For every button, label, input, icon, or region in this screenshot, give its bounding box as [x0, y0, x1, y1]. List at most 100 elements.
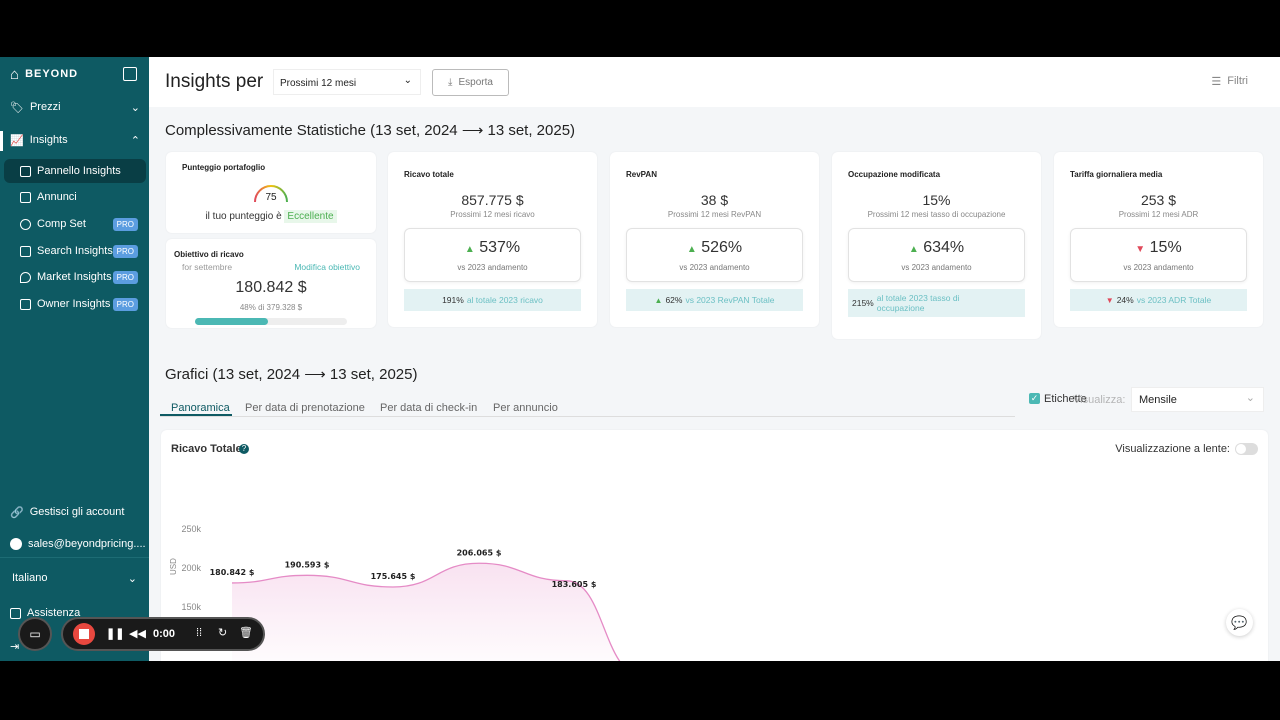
- pro-badge: PRO: [112, 297, 138, 311]
- sidebar-item-pannello-insights[interactable]: Pannello Insights: [4, 159, 146, 183]
- logout-icon: ⇥: [10, 640, 20, 653]
- header: Insights per Prossimi 12 mesi ⌄ ⤓ Esporta …: [149, 57, 1280, 107]
- arrow-up-icon: ▲: [908, 244, 919, 255]
- data-label: 183.605 $: [552, 580, 597, 589]
- recorder-toolbar: ❚❚ ◀◀ 0:00 ⁞⁞ ↻ 🗑: [61, 617, 265, 651]
- recorder-time: 0:00: [153, 628, 176, 640]
- tab-per-annuncio[interactable]: Per annuncio: [493, 402, 558, 414]
- logout-link[interactable]: ⇥: [10, 635, 19, 657]
- chevron-down-icon: ⌄: [130, 101, 140, 114]
- download-icon: ⤓: [448, 77, 453, 88]
- charts-title: Grafici (13 set, 2024 ⟶ 13 set, 2025): [165, 366, 418, 383]
- comp-set-icon: [20, 218, 31, 230]
- revenue-goal-card: Obiettivo di ricavo for settembre Modifi…: [166, 239, 376, 328]
- edit-goal-link[interactable]: Modifica obiettivo: [294, 262, 360, 272]
- arrow-up-icon: ▲: [686, 244, 697, 255]
- data-label: 190.593 $: [285, 560, 330, 569]
- pause-icon[interactable]: ❚❚: [106, 628, 125, 640]
- stat-card: RevPAN 38 $ Prossimi 12 mesi RevPAN ▲ 52…: [610, 152, 819, 327]
- search-insights-icon: [20, 245, 31, 257]
- stat-card: Occupazione modificata 15% Prossimi 12 m…: [832, 152, 1041, 339]
- document-icon: [20, 298, 31, 310]
- help-link[interactable]: Assistenza: [10, 602, 80, 624]
- goal-progress-bar: [195, 318, 347, 325]
- restart-icon[interactable]: ↻: [218, 627, 228, 639]
- total-band: ▼ 24% vs 2023 ADR Totale: [1070, 289, 1247, 311]
- chevron-down-icon: ⌄: [1245, 392, 1255, 404]
- tabs-divider: [160, 416, 1015, 417]
- tab-per-data-check-in[interactable]: Per data di check-in: [380, 402, 478, 414]
- trend-box: ▲ 526% vs 2023 andamento: [626, 228, 803, 282]
- y-tick-label: 200k: [181, 563, 201, 573]
- total-band: 191% al totale 2023 ricavo: [404, 289, 581, 311]
- active-indicator: [0, 131, 3, 151]
- revenue-chart: 250k200k150k100kUSD180.842 $190.593 $175…: [169, 524, 621, 661]
- sidebar-item-insights[interactable]: 📈 Insights ⌃: [10, 134, 140, 147]
- arrow-down-icon: ▼: [1105, 295, 1114, 305]
- manage-accounts-link[interactable]: 🔗 Gestisci gli account: [10, 506, 125, 519]
- sidebar-item-comp-set[interactable]: Comp Set PRO: [4, 212, 146, 236]
- y-tick-label: 150k: [181, 602, 201, 612]
- divider: [0, 557, 149, 558]
- help-icon: [10, 607, 21, 619]
- recorder-camera-button[interactable]: ▭: [18, 617, 52, 651]
- tab-per-data-prenotazione[interactable]: Per data di prenotazione: [245, 402, 365, 414]
- page-title: Insights per: [165, 71, 264, 92]
- trend-box: ▼ 15% vs 2023 andamento: [1070, 228, 1247, 282]
- view-select[interactable]: Mensile ⌄: [1131, 387, 1264, 412]
- total-band: 215% al totale 2023 tasso di occupazione: [848, 289, 1025, 317]
- user-icon: [10, 538, 22, 550]
- collapse-sidebar-icon[interactable]: [123, 67, 137, 81]
- filters-button[interactable]: ☰ Filtri: [1211, 75, 1248, 88]
- labels-checkbox[interactable]: ✓: [1029, 393, 1040, 404]
- arrow-up-icon: ▲: [464, 244, 475, 255]
- sidebar-item-annunci[interactable]: Annunci: [4, 185, 146, 209]
- sidebar-item-owner-insights[interactable]: Owner Insights PRO: [4, 292, 146, 316]
- export-button[interactable]: ⤓ Esporta: [432, 69, 509, 96]
- dashboard-icon: [20, 165, 31, 177]
- sidebar-item-market-insights[interactable]: Market Insights PRO: [4, 265, 146, 289]
- total-band: ▲ 62% vs 2023 RevPAN Totale: [626, 289, 803, 311]
- sidebar-item-search-insights[interactable]: Search Insights PRO: [4, 239, 146, 263]
- lens-toggle[interactable]: [1235, 443, 1258, 455]
- chat-button[interactable]: 💬: [1226, 609, 1253, 636]
- series-line: [231, 562, 621, 661]
- chevron-down-icon: ⌄: [403, 75, 412, 86]
- active-tab-indicator: [160, 414, 232, 416]
- grid-icon[interactable]: ⁞⁞: [196, 627, 203, 639]
- arrow-down-icon: ▼: [1135, 244, 1146, 255]
- brand-logo: ⌂ BEYOND: [10, 65, 79, 83]
- link-icon: 🔗: [10, 506, 24, 519]
- series-area: [232, 563, 620, 661]
- revenue-chart-card: Ricavo Totale ? Visualizzazione a lente:…: [161, 430, 1268, 661]
- help-icon[interactable]: ?: [239, 444, 249, 454]
- stats-title: Complessivamente Statistiche (13 set, 20…: [165, 122, 576, 139]
- y-axis-label: USD: [169, 558, 178, 575]
- trend-box: ▲ 634% vs 2023 andamento: [848, 228, 1025, 282]
- stat-card: Ricavo totale 857.775 $ Prossimi 12 mesi…: [388, 152, 597, 327]
- trash-icon[interactable]: 🗑: [239, 627, 253, 639]
- period-select[interactable]: Prossimi 12 mesi ⌄: [273, 69, 421, 95]
- pro-badge: PRO: [112, 270, 138, 284]
- y-tick-label: 250k: [181, 524, 201, 534]
- sidebar: ⌂ BEYOND 🏷 Prezzi ⌄ 📈 Insights ⌃ Pannello Ins…: [0, 57, 149, 661]
- language-select[interactable]: Italiano ⌄: [12, 572, 137, 585]
- rewind-icon[interactable]: ◀◀: [129, 628, 146, 640]
- arrow-up-icon: ▲: [654, 295, 663, 305]
- rating-badge: Eccellente: [284, 210, 337, 223]
- stop-record-button[interactable]: [73, 623, 95, 645]
- sidebar-item-prezzi[interactable]: 🏷 Prezzi ⌄: [10, 101, 140, 114]
- data-label: 180.842 $: [210, 568, 255, 577]
- sliders-icon: ☰: [1211, 76, 1222, 88]
- data-label: 175.645 $: [371, 572, 416, 581]
- data-label: 206.065 $: [457, 548, 502, 557]
- trend-box: ▲ 537% vs 2023 andamento: [404, 228, 581, 282]
- pro-badge: PRO: [112, 217, 138, 231]
- tab-panoramica[interactable]: Panoramica: [171, 402, 230, 414]
- portfolio-score-card: Punteggio portafoglio 75 il tuo punteggi…: [166, 152, 376, 233]
- chevron-down-icon: ⌄: [127, 572, 137, 585]
- chart-title: Ricavo Totale: [171, 443, 242, 455]
- house-icon: ⌂: [10, 65, 20, 83]
- account-email[interactable]: sales@beyondpricing....: [10, 533, 146, 555]
- video-camera-icon: ▭: [29, 627, 41, 641]
